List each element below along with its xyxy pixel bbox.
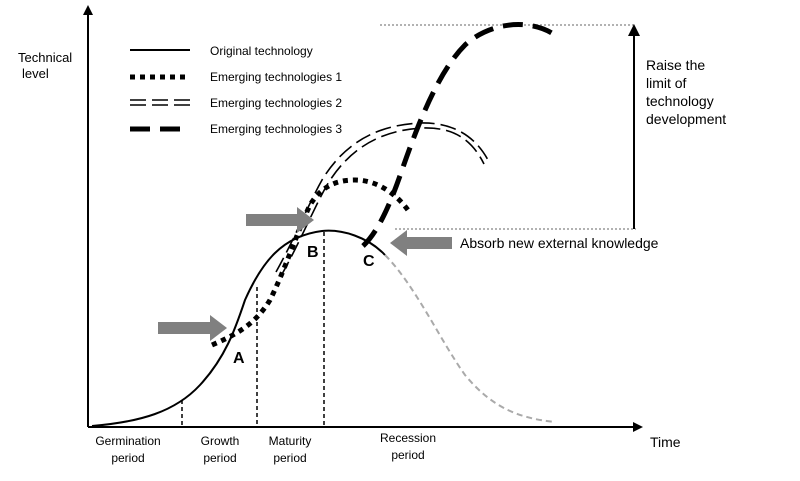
phase-growth-line1: Growth xyxy=(201,434,240,448)
raise-limit-arrowhead xyxy=(628,24,640,36)
arrow-b xyxy=(246,207,314,233)
legend-label-emerging-2: Emerging technologies 2 xyxy=(210,96,342,110)
point-c-label: C xyxy=(363,253,375,270)
phase-recession-line2: period xyxy=(391,448,424,462)
arrow-a xyxy=(158,315,227,341)
point-b-label: B xyxy=(307,244,319,261)
raise-limit-text-1: Raise the xyxy=(646,57,705,73)
phase-maturity-line2: period xyxy=(273,451,306,465)
point-a-label: A xyxy=(233,350,245,367)
legend: Original technology Emerging technologie… xyxy=(130,44,342,136)
arrow-c xyxy=(390,230,452,256)
raise-limit-text-3: technology xyxy=(646,93,714,109)
raise-limit-text-4: development xyxy=(646,111,726,127)
phase-germination-line2: period xyxy=(111,451,144,465)
y-axis-label-line2: level xyxy=(22,66,49,81)
y-axis-label-line1: Technical xyxy=(18,50,72,65)
original-technology-curve xyxy=(91,229,386,427)
legend-label-original: Original technology xyxy=(210,44,313,58)
recession-curve xyxy=(384,254,556,423)
phase-maturity-line1: Maturity xyxy=(269,434,312,448)
emerging-technology-2-curve-b xyxy=(280,127,485,277)
x-axis-label: Time xyxy=(650,434,681,450)
legend-label-emerging-3: Emerging technologies 3 xyxy=(210,122,342,136)
raise-limit-text-2: limit of xyxy=(646,75,687,91)
absorb-knowledge-text: Absorb new external knowledge xyxy=(460,235,659,251)
phase-germination-line1: Germination xyxy=(95,434,160,448)
phase-recession-line1: Recession xyxy=(380,431,436,445)
emerging-technology-1-curve xyxy=(211,177,413,348)
legend-label-emerging-1: Emerging technologies 1 xyxy=(210,70,342,84)
phase-growth-line2: period xyxy=(203,451,236,465)
emerging-technology-3-curve xyxy=(361,22,557,248)
